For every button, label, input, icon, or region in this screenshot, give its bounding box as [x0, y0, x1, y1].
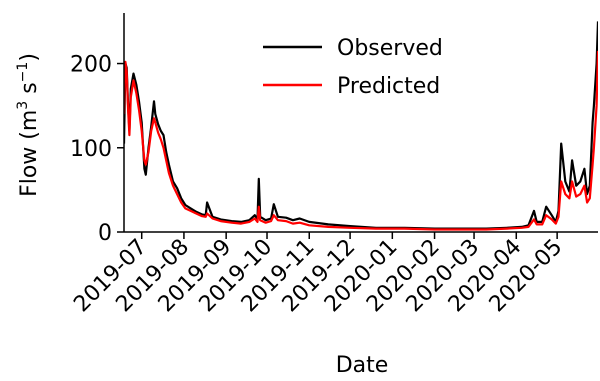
series-layer: [124, 21, 598, 231]
legend-label-predicted: Predicted: [337, 74, 440, 99]
axes-layer: 01002002019-072019-082019-092019-102019-…: [69, 13, 598, 317]
legend: Observed Predicted: [263, 36, 443, 99]
y-axis-label-sup2: −1: [15, 62, 31, 83]
y-tick-label: 0: [98, 221, 112, 246]
y-tick-label: 100: [70, 137, 112, 162]
y-axis-label-mid: s: [17, 82, 42, 100]
y-tick-label: 200: [70, 53, 112, 78]
y-axis-label: Flow (m3 s−1): [15, 53, 42, 197]
x-axis-label: Date: [336, 353, 389, 378]
y-axis-label-end: ): [17, 53, 42, 62]
legend-label-observed: Observed: [337, 36, 443, 61]
y-axis-label-sup1: 3: [15, 101, 31, 110]
y-axis-label-main: Flow (m: [17, 110, 42, 197]
series-line-predicted: [124, 50, 598, 231]
